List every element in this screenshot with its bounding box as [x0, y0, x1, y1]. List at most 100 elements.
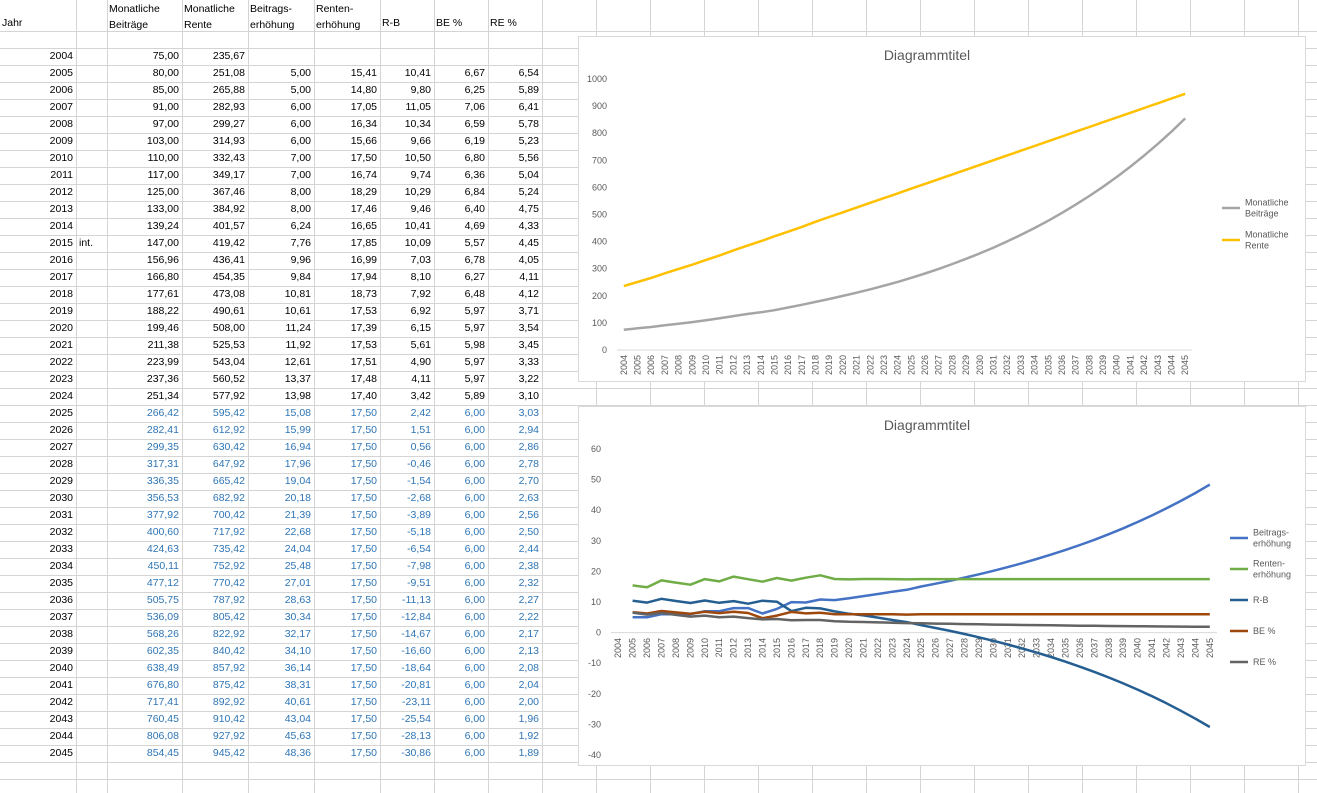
cell-re-percent[interactable]: 2,04	[518, 679, 539, 691]
cell-rentenerhoehung[interactable]: 17,50	[350, 441, 377, 453]
cell-beitragserhoehung[interactable]: 28,63	[284, 594, 311, 606]
cell-re-percent[interactable]: 2,63	[518, 492, 539, 504]
cell-beitragserhoehung[interactable]: 11,92	[285, 339, 312, 351]
cell-beitragserhoehung[interactable]: 8,00	[290, 203, 311, 215]
cell-jahr[interactable]: 2022	[49, 356, 73, 368]
cell-beitragserhoehung[interactable]: 25,48	[284, 560, 311, 572]
cell-r-b[interactable]: 6,92	[410, 305, 431, 317]
cell-rente[interactable]: 490,61	[212, 305, 245, 317]
cell-be-percent[interactable]: 6,00	[464, 492, 485, 504]
cell-rente[interactable]: 945,42	[212, 747, 245, 759]
cell-jahr[interactable]: 2043	[49, 713, 73, 725]
cell-jahr[interactable]: 2037	[49, 611, 73, 623]
cell-re-percent[interactable]: 2,44	[518, 543, 539, 555]
cell-jahr[interactable]: 2013	[49, 203, 73, 215]
cell-rentenerhoehung[interactable]: 17,46	[350, 203, 377, 215]
cell-re-percent[interactable]: 6,54	[518, 67, 539, 79]
cell-jahr[interactable]: 2031	[49, 509, 73, 521]
cell-beitraege[interactable]: 147,00	[146, 237, 179, 249]
cell-beitraege[interactable]: 251,34	[146, 390, 179, 402]
cell-beitraege[interactable]: 760,45	[146, 713, 179, 725]
cell-jahr[interactable]: 2004	[49, 50, 73, 62]
cell-re-percent[interactable]: 5,24	[518, 186, 539, 198]
cell-rente[interactable]: 875,42	[212, 679, 245, 691]
cell-re-percent[interactable]: 5,56	[518, 152, 539, 164]
cell-jahr[interactable]: 2005	[49, 67, 73, 79]
cell-note[interactable]	[76, 490, 107, 507]
cell-beitraege[interactable]: 80,00	[152, 67, 179, 79]
cell-rentenerhoehung[interactable]: 17,50	[350, 475, 377, 487]
cell-be-percent[interactable]: 6,48	[464, 288, 485, 300]
cell-rentenerhoehung[interactable]: 15,66	[350, 135, 377, 147]
cell-rente[interactable]: 822,92	[212, 628, 245, 640]
cell-rente[interactable]: 577,92	[212, 390, 245, 402]
cell-note[interactable]	[76, 473, 107, 490]
cell-be-percent[interactable]: 6,00	[464, 441, 485, 453]
cell-re-percent[interactable]: 2,32	[518, 577, 539, 589]
cell-rentenerhoehung[interactable]: 17,85	[350, 237, 377, 249]
cell-rentenerhoehung[interactable]: 17,50	[350, 747, 377, 759]
cell-rente[interactable]: 543,04	[212, 356, 245, 368]
cell-re-percent[interactable]: 3,10	[518, 390, 539, 402]
cell-note[interactable]	[76, 167, 107, 184]
cell-rente[interactable]: 840,42	[212, 645, 245, 657]
cell-be-percent[interactable]: 5,97	[464, 305, 485, 317]
cell-note[interactable]: int.	[79, 237, 94, 249]
cell-beitraege[interactable]: 424,63	[146, 543, 179, 555]
cell-beitragserhoehung[interactable]: 40,61	[284, 696, 311, 708]
cell-jahr[interactable]: 2024	[49, 390, 73, 402]
cell-beitragserhoehung[interactable]: 38,31	[284, 679, 311, 691]
cell-beitragserhoehung[interactable]: 12,61	[284, 356, 311, 368]
cell-jahr[interactable]: 2039	[49, 645, 73, 657]
cell-r-b[interactable]: 4,90	[410, 356, 431, 368]
header-beitragserhoehung[interactable]: Beitrags- erhöhung	[250, 3, 295, 31]
cell-note[interactable]	[76, 405, 107, 422]
cell-rente[interactable]: 401,57	[212, 220, 245, 232]
cell-re-percent[interactable]: 1,92	[518, 730, 539, 742]
cell-r-b[interactable]: -0,46	[407, 458, 431, 470]
cell-be-percent[interactable]: 6,00	[464, 424, 485, 436]
cell-beitragserhoehung[interactable]: 30,34	[284, 611, 311, 623]
cell-jahr[interactable]: 2044	[49, 730, 73, 742]
cell-r-b[interactable]: -23,11	[402, 696, 431, 708]
cell-beitraege[interactable]: 854,45	[146, 747, 179, 759]
cell-be-percent[interactable]: 6,25	[464, 84, 485, 96]
cell-note[interactable]	[76, 303, 107, 320]
cell-rente[interactable]: 332,43	[212, 152, 245, 164]
cell-rente[interactable]: 595,42	[212, 407, 245, 419]
cell-note[interactable]	[76, 439, 107, 456]
cell-beitraege[interactable]: 117,00	[147, 169, 179, 181]
cell-jahr[interactable]: 2025	[49, 407, 73, 419]
cell-beitragserhoehung[interactable]: 7,76	[290, 237, 311, 249]
cell-be-percent[interactable]: 5,89	[464, 390, 485, 402]
cell-note[interactable]	[76, 524, 107, 541]
cell-note[interactable]	[76, 150, 107, 167]
cell-rente[interactable]: 235,67	[212, 50, 245, 62]
cell-rente[interactable]: 717,92	[212, 526, 245, 538]
chart-erhoehungen[interactable]: Diagrammtitel -40 -30 -20 -10 0 10 20 30 40 50 60 20…	[578, 406, 1306, 766]
cell-beitragserhoehung[interactable]: 17,96	[284, 458, 311, 470]
cell-r-b[interactable]: 4,11	[411, 373, 431, 385]
cell-r-b[interactable]	[380, 48, 434, 65]
cell-beitragserhoehung[interactable]: 5,00	[290, 84, 311, 96]
cell-rentenerhoehung[interactable]: 17,50	[350, 458, 377, 470]
cell-jahr[interactable]: 2010	[49, 152, 73, 164]
cell-r-b[interactable]: -14,67	[401, 628, 431, 640]
cell-beitraege[interactable]: 133,00	[146, 203, 179, 215]
cell-note[interactable]	[76, 371, 107, 388]
cell-beitraege[interactable]: 166,80	[146, 271, 179, 283]
cell-re-percent[interactable]: 6,41	[518, 101, 539, 113]
cell-r-b[interactable]: -12,84	[401, 611, 431, 623]
cell-beitraege[interactable]: 536,09	[146, 611, 179, 623]
cell-r-b[interactable]: -16,60	[401, 645, 431, 657]
cell-r-b[interactable]: -11,13	[402, 594, 431, 606]
cell-beitraege[interactable]: 139,24	[146, 220, 179, 232]
cell-re-percent[interactable]: 4,05	[518, 254, 539, 266]
cell-be-percent[interactable]: 6,00	[464, 730, 485, 742]
cell-rentenerhoehung[interactable]: 17,50	[350, 424, 377, 436]
cell-jahr[interactable]: 2045	[49, 747, 73, 759]
cell-r-b[interactable]: 10,50	[404, 152, 431, 164]
cell-rentenerhoehung[interactable]: 17,50	[350, 696, 377, 708]
cell-be-percent[interactable]: 6,40	[464, 203, 485, 215]
cell-rentenerhoehung[interactable]: 17,50	[350, 662, 377, 674]
